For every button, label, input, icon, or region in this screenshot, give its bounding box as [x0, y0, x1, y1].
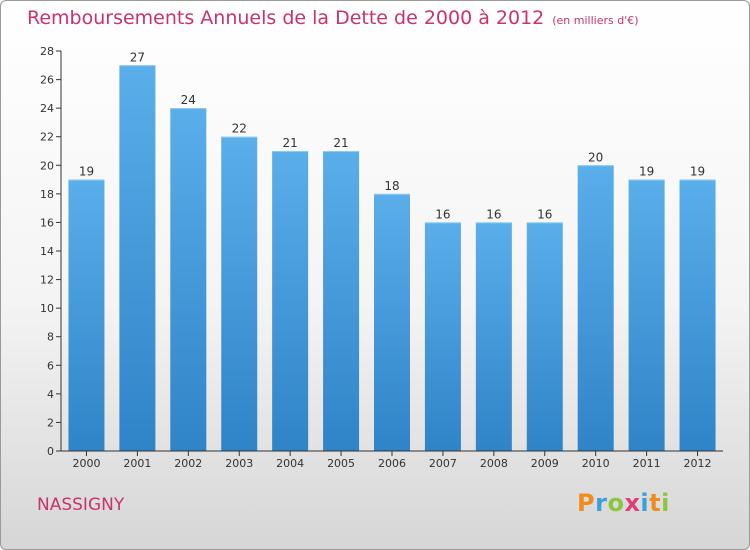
x-tick-label: 2011 [633, 457, 661, 470]
data-label-2006: 18 [384, 179, 399, 193]
y-tick-label: 4 [47, 388, 54, 401]
logo-letter: r [595, 489, 608, 517]
y-tick-label: 26 [40, 74, 54, 87]
data-label-2004: 21 [283, 136, 298, 150]
y-tick-label: 8 [47, 331, 54, 344]
bar-2011[interactable] [628, 179, 665, 452]
x-tick-label: 2008 [480, 457, 508, 470]
data-label-2003: 22 [232, 122, 247, 136]
chart-unit-note: (en milliers d'€) [552, 14, 639, 27]
logo-letter: t [649, 489, 662, 517]
logo-letter: o [607, 489, 625, 517]
chart-title: Remboursements Annuels de la Dette de 20… [27, 7, 545, 29]
data-label-2002: 24 [181, 93, 196, 107]
logo-letter: x [624, 489, 641, 517]
bar-2008[interactable] [475, 222, 512, 451]
x-tick-label: 2006 [378, 457, 406, 470]
data-label-2012: 19 [690, 165, 705, 179]
y-tick-label: 10 [40, 302, 54, 315]
y-tick-label: 2 [47, 416, 54, 429]
y-tick-label: 0 [47, 445, 54, 458]
title-row: Remboursements Annuels de la Dette de 20… [27, 7, 639, 29]
x-tick-label: 2001 [123, 457, 151, 470]
bar-2010[interactable] [577, 165, 614, 452]
y-tick-label: 14 [40, 245, 54, 258]
x-tick-label: 2007 [429, 457, 457, 470]
x-tick-label: 2002 [174, 457, 202, 470]
y-tick-label: 20 [40, 159, 54, 172]
y-tick-label: 24 [40, 102, 54, 115]
bar-2001[interactable] [119, 65, 156, 452]
data-label-2011: 19 [639, 165, 654, 179]
commune-name: NASSIGNY [37, 495, 125, 515]
y-tick-label: 22 [40, 131, 54, 144]
y-tick-label: 16 [40, 216, 54, 229]
data-label-2001: 27 [130, 50, 145, 64]
bar-2005[interactable] [323, 151, 360, 451]
x-tick-label: 2009 [531, 457, 559, 470]
y-tick-label: 6 [47, 359, 54, 372]
bar-2000[interactable] [68, 179, 105, 452]
bar-2007[interactable] [424, 222, 461, 451]
x-tick-label: 2010 [582, 457, 610, 470]
bar-2002[interactable] [170, 108, 207, 452]
logo-letter: i [640, 489, 650, 517]
y-tick-label: 28 [40, 45, 54, 58]
y-tick-label: 12 [40, 274, 54, 287]
y-tick-label: 18 [40, 188, 54, 201]
x-tick-label: 2004 [276, 457, 304, 470]
x-tick-label: 2003 [225, 457, 253, 470]
bar-2004[interactable] [272, 151, 309, 451]
bar-2009[interactable] [526, 222, 563, 451]
x-tick-label: 2012 [684, 457, 712, 470]
data-label-2010: 20 [588, 150, 603, 164]
logo-letter: i [661, 489, 670, 517]
data-label-2007: 16 [435, 207, 450, 221]
logo-letter: P [577, 489, 596, 517]
x-tick-label: 2000 [72, 457, 100, 470]
data-label-2009: 16 [537, 207, 552, 221]
data-label-2005: 21 [333, 136, 348, 150]
proxiti-logo[interactable]: Proxiti [577, 489, 670, 517]
bar-2006[interactable] [374, 193, 410, 451]
bar-2012[interactable] [679, 179, 716, 452]
x-tick-label: 2005 [327, 457, 355, 470]
bar-2003[interactable] [221, 136, 258, 451]
data-label-2008: 16 [486, 207, 501, 221]
data-label-2000: 19 [79, 165, 94, 179]
